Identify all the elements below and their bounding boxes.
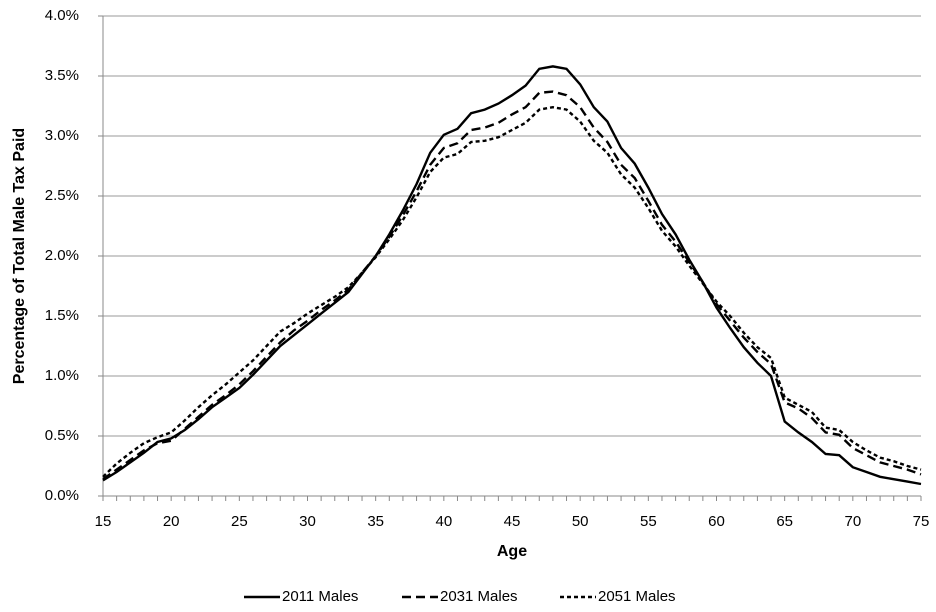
x-tick-label: 45 [504, 513, 521, 530]
y-tick-label: 4.0% [45, 7, 79, 24]
legend-label: 2051 Males [598, 588, 676, 605]
line-series [102, 90, 922, 481]
line-series [102, 105, 922, 478]
y-tick-label: 2.0% [45, 247, 79, 264]
x-tick-label: 60 [708, 513, 725, 530]
y-axis-title: Percentage of Total Male Tax Paid [11, 128, 28, 384]
x-tick-label: 20 [163, 513, 180, 530]
legend-label: 2011 Males [282, 588, 358, 605]
y-tick-label: 1.0% [45, 367, 79, 384]
x-tick-label: 75 [913, 513, 930, 530]
x-tick-label: 25 [231, 513, 248, 530]
x-axis-title: Age [497, 543, 527, 560]
x-tick-label: 50 [572, 513, 589, 530]
x-tick-label: 35 [367, 513, 384, 530]
y-tick-label: 3.5% [45, 67, 79, 84]
x-tick-label: 30 [299, 513, 316, 530]
x-tick-label: 70 [844, 513, 861, 530]
y-tick-label: 3.0% [45, 127, 79, 144]
y-tick-label: 0.5% [45, 427, 79, 444]
x-tick-label: 65 [776, 513, 793, 530]
x-tick-label: 55 [640, 513, 657, 530]
y-tick-label: 2.5% [45, 187, 79, 204]
legend-label: 2031 Males [440, 588, 518, 605]
line-series [102, 65, 922, 486]
y-tick-label: 1.5% [45, 307, 79, 324]
y-tick-label: 0.0% [45, 487, 79, 504]
x-tick-label: 15 [95, 513, 112, 530]
x-tick-label: 40 [435, 513, 452, 530]
